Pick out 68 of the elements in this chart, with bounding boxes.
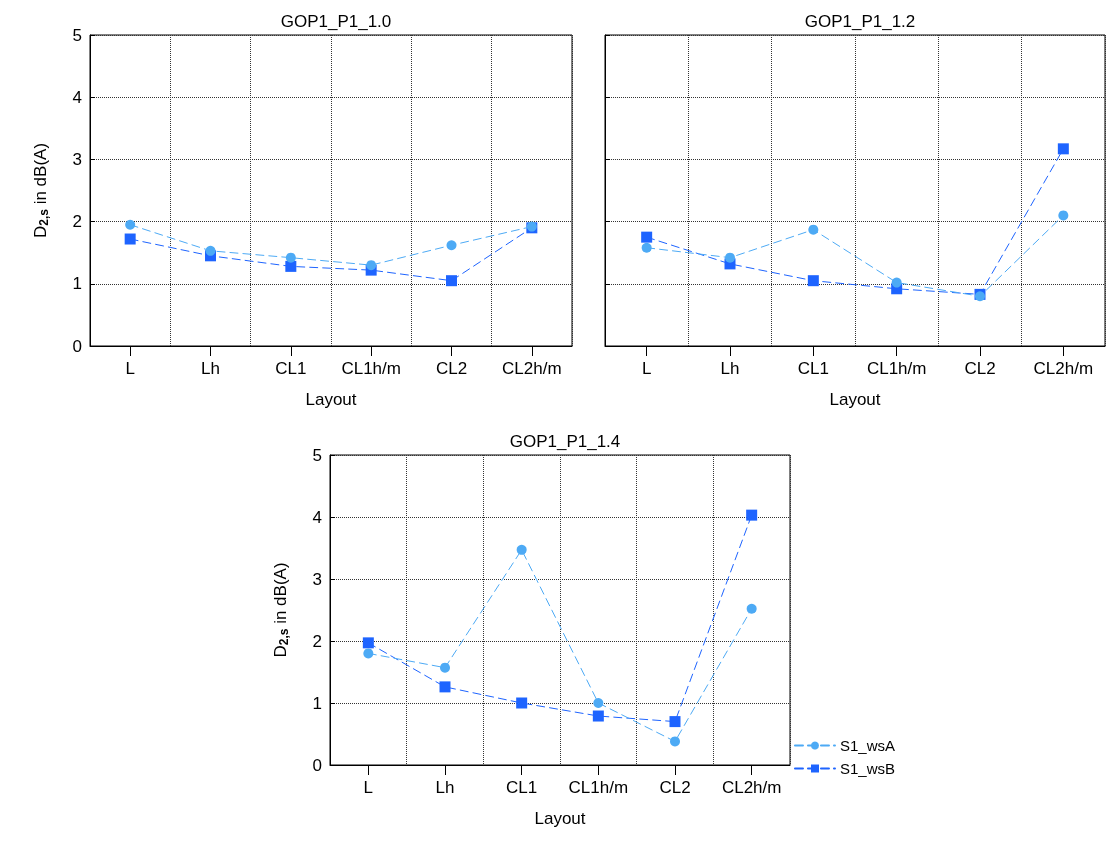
x-tick-label: L (363, 778, 374, 797)
x-tick-label: CL1h/m (568, 778, 629, 797)
x-tick-label: CL2h/m (721, 778, 782, 797)
y-tick-label: 3 (312, 569, 322, 589)
x-tick-label: Lh (435, 778, 455, 797)
point (285, 252, 296, 263)
point (725, 252, 735, 263)
x-tick-label: L (125, 359, 135, 378)
y-tick-label: 4 (312, 507, 322, 527)
point (593, 698, 604, 708)
chart-title: GOP1_P1_1.0 (280, 12, 392, 31)
x-tick-label: CL1 (275, 359, 307, 378)
point (446, 240, 457, 251)
y-tick-label: 5 (72, 25, 82, 45)
x-tick-label: CL1h/m (341, 359, 401, 378)
point (124, 233, 136, 245)
y-tick-label: 2 (72, 212, 82, 232)
y-tick-label: 4 (72, 87, 82, 107)
point (807, 275, 819, 287)
x-tick-label: CL2h/m (1033, 359, 1094, 378)
y-axis-title: D2,s in dB(A) (30, 142, 51, 239)
point (592, 710, 604, 722)
legend-label: S1_wsA (839, 737, 895, 754)
x-axis-title: Layout (829, 390, 881, 409)
y-tick-label: 1 (72, 274, 82, 294)
point (1058, 210, 1069, 221)
x-tick-label: CL2h/m (502, 359, 562, 378)
point (669, 716, 681, 728)
point (446, 275, 457, 287)
y-tick-label: 1 (312, 693, 322, 713)
x-tick-label: L (641, 359, 652, 378)
point (440, 662, 450, 673)
x-tick-label: CL2 (435, 359, 468, 378)
x-tick-label: CL2 (964, 359, 996, 378)
legend-label: S1_wsB (839, 760, 895, 777)
point (516, 544, 527, 555)
point (1057, 143, 1069, 155)
chart-title: GOP1_P1_1.4 (509, 432, 621, 451)
point (808, 224, 819, 235)
x-tick-label: CL1 (797, 359, 829, 378)
point (746, 509, 758, 521)
y-tick-label: 0 (312, 755, 322, 775)
x-tick-label: CL1h/m (866, 359, 927, 378)
point (285, 260, 297, 272)
x-tick-label: Lh (201, 359, 220, 378)
y-tick-label: 2 (312, 631, 322, 651)
x-tick-label: CL1 (506, 778, 538, 797)
x-axis-title: Layout (305, 390, 357, 409)
point (363, 648, 374, 659)
point (516, 697, 528, 709)
point (125, 219, 136, 230)
y-axis-title: D2,s in dB(A) (270, 562, 291, 658)
point (362, 637, 374, 649)
chart-title: GOP1_P1_1.2 (804, 12, 916, 31)
point (746, 603, 757, 614)
point (641, 242, 652, 253)
point (439, 681, 451, 693)
x-tick-label: Lh (720, 359, 740, 378)
point (670, 736, 680, 747)
x-tick-label: CL2 (659, 778, 691, 797)
y-tick-label: 3 (72, 149, 82, 169)
y-tick-label: 0 (72, 336, 82, 356)
x-axis-title: Layout (534, 809, 586, 828)
point (891, 277, 902, 288)
point (205, 245, 216, 256)
y-tick-label: 5 (312, 445, 322, 465)
point (641, 231, 653, 243)
point (366, 260, 377, 271)
